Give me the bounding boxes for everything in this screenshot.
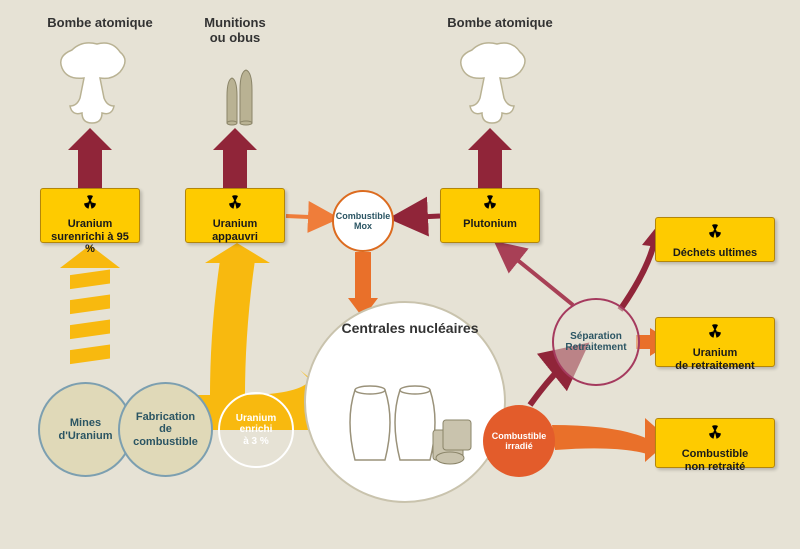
box-uranium-retraitement: Uranium de retraitement xyxy=(655,317,775,367)
arrow-dashed-up xyxy=(60,245,120,364)
circle-uranium-3: Uranium enrichi à 3 % xyxy=(218,392,294,468)
nuclear-plant-icon xyxy=(325,350,485,470)
arrow-up-plut xyxy=(468,128,512,188)
circle-combustible-irradie: Combustible irradié xyxy=(483,405,555,477)
arrow-up-u95 xyxy=(68,128,112,188)
circle-separation-retraitement: Séparation Retraitement xyxy=(552,298,640,386)
box-dechets-ultimes: Déchets ultimes xyxy=(655,217,775,262)
label-bomb-2: Bombe atomique xyxy=(440,15,560,30)
box-plutonium: Plutonium xyxy=(440,188,540,243)
box-combustible-non-retraite: Combustible non retraité xyxy=(655,418,775,468)
arrow-up-uapp xyxy=(213,128,257,188)
box-uranium-95: Uranium surenrichi à 95 % xyxy=(40,188,140,243)
mushroom-cloud-icon xyxy=(452,38,532,128)
circle-fabrication-combustible: Fabrication de combustible xyxy=(118,382,213,477)
label-centrales: Centrales nucléaires xyxy=(320,320,500,336)
label-bomb-1: Bombe atomique xyxy=(40,15,160,30)
box-uranium-appauvri: Uranium appauvri xyxy=(185,188,285,243)
mushroom-cloud-icon xyxy=(52,38,132,128)
label-munitions: Munitions ou obus xyxy=(195,15,275,45)
bullets-icon xyxy=(212,68,262,128)
circle-combustible-mox: Combustible Mox xyxy=(332,190,394,252)
